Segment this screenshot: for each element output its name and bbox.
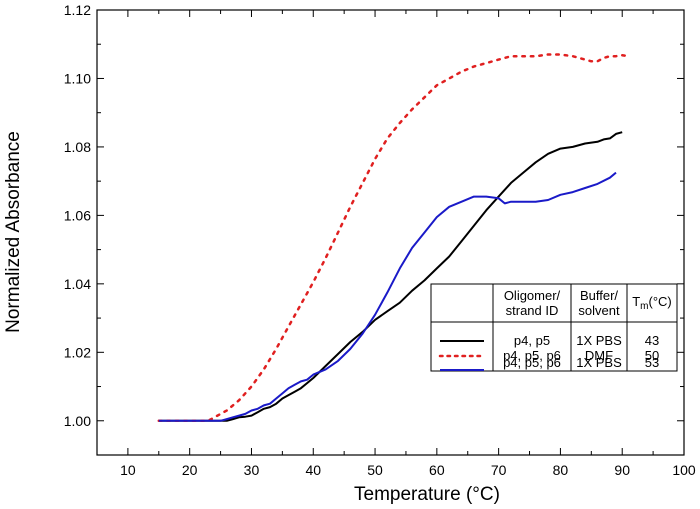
data-series: [157, 53, 630, 423]
x-tick-label: 30: [244, 462, 260, 478]
tm-symbol: T: [632, 294, 640, 309]
x-tick-label: 70: [491, 462, 507, 478]
x-tick-label: 100: [672, 462, 696, 478]
y-tick-label: 1.10: [64, 70, 91, 86]
y-tick-label: 1.12: [64, 2, 91, 18]
legend-header-solvent: solvent: [578, 303, 620, 318]
y-tick-label: 1.04: [64, 276, 91, 292]
x-tick-label: 80: [553, 462, 569, 478]
y-tick-label: 1.02: [64, 344, 91, 360]
legend-row3-tm: 53: [645, 355, 659, 370]
y-tick-label: 1.06: [64, 207, 91, 223]
y-tick-label: 1.08: [64, 139, 91, 155]
legend-row2-buffer: DMF: [585, 348, 613, 363]
x-tick-label: 20: [182, 462, 198, 478]
legend-row2-tm: 50: [645, 348, 659, 363]
legend-table: Oligomer/ strand ID Buffer/ solvent Tm(°…: [430, 283, 678, 372]
legend-header-buffer: Buffer/: [580, 288, 618, 303]
x-tick-label: 10: [120, 462, 136, 478]
legend-row1-tm: 43: [645, 333, 659, 348]
series-line-1: [158, 131, 623, 422]
legend-row2-strand: p4, p5, p6: [503, 348, 561, 363]
legend-header-oligomer: Oligomer/: [504, 288, 561, 303]
y-axis-title: Normalized Absorbance: [3, 131, 24, 333]
legend-row1-strand: p4, p5: [514, 333, 550, 348]
legend-row1-buffer: 1X PBS: [576, 333, 622, 348]
x-axis-title: Temperature (°C): [354, 484, 500, 505]
legend-row3-buffer: 1X PBS: [576, 355, 622, 370]
legend-row3-strand: p4, p5, p6: [503, 355, 561, 370]
axis-tick-labels: 10 20 30 40 50 60 70 80 90 100 1.00 1.02 1.04 1.06 1.0…: [64, 2, 696, 478]
x-tick-label: 50: [367, 462, 383, 478]
y-tick-label: 1.00: [64, 413, 91, 429]
legend-header-tm: Tm(°C): [632, 294, 672, 312]
legend-header-strand: strand ID: [506, 303, 559, 318]
tm-unit: (°C): [649, 294, 672, 309]
x-tick-label: 40: [305, 462, 321, 478]
tm-subscript: m: [640, 301, 648, 312]
axis-ticks: [97, 9, 685, 455]
series-line-3: [158, 171, 617, 422]
plot-frame: [96, 9, 685, 456]
x-tick-label: 90: [614, 462, 630, 478]
x-tick-label: 60: [429, 462, 445, 478]
